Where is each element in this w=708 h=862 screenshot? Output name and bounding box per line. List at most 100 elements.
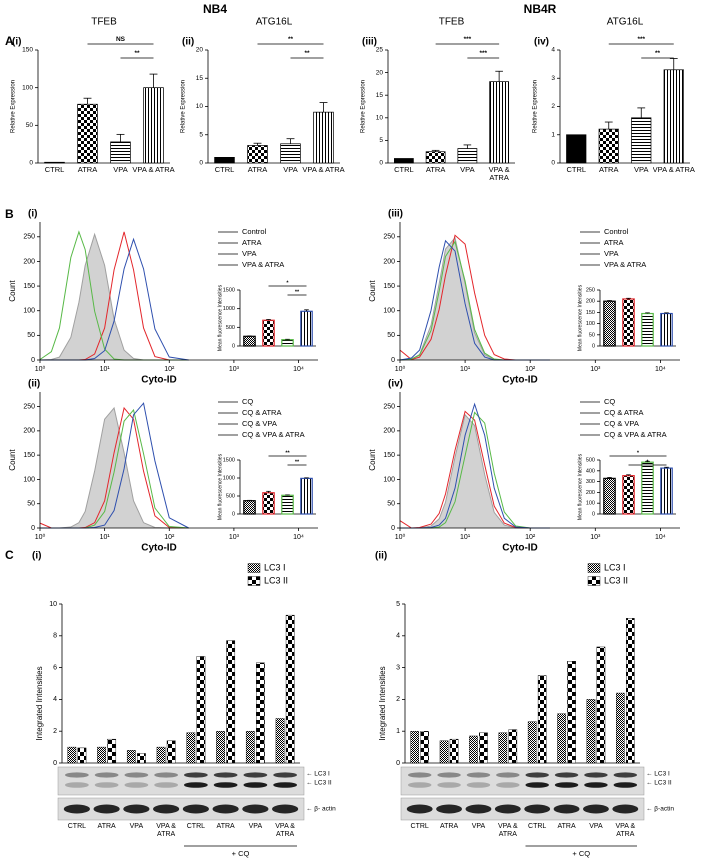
significance-label: ** xyxy=(295,459,300,465)
significance-label: NS xyxy=(116,36,126,43)
significance-label: *** xyxy=(464,36,472,43)
y-tick-label: 25 xyxy=(376,47,384,54)
legend-label: VPA & ATRA xyxy=(604,260,646,269)
legend-label: LC3 I xyxy=(264,562,286,572)
chart-title: ATG16L xyxy=(607,17,644,28)
legend-label: VPA xyxy=(242,249,256,258)
chart-title: TFEB xyxy=(439,17,465,28)
x-tick-label: VPA xyxy=(634,166,649,174)
y-axis-label: Relative Expression xyxy=(11,80,17,133)
blot-band xyxy=(213,782,238,788)
y-tick-label: 50 xyxy=(27,332,35,339)
blot-band xyxy=(584,782,608,788)
y-tick-label: 0 xyxy=(29,160,33,167)
legend-label: Control xyxy=(242,227,267,236)
legend-label: LC3 II xyxy=(604,575,628,585)
bar xyxy=(77,103,98,164)
x-tick-label-box: ATRA xyxy=(599,166,618,174)
y-tick-label: 0 xyxy=(391,525,395,532)
legend-label: Control xyxy=(604,227,629,236)
y-tick-label: 250 xyxy=(383,234,395,241)
x-tick-label: CTRL xyxy=(410,823,429,830)
blot-band xyxy=(525,772,549,778)
blot-band xyxy=(407,772,432,778)
x-tick-label-box: VPA & ATRA xyxy=(615,823,635,838)
bar xyxy=(126,750,136,764)
x-tick-label: 10³ xyxy=(590,534,601,541)
y-tick-label: 400 xyxy=(586,468,595,474)
legend-label: CQ xyxy=(604,397,615,406)
bar xyxy=(567,661,576,764)
y-tick-label: 250 xyxy=(383,403,395,410)
x-tick-label: VPA xyxy=(589,823,603,830)
bar xyxy=(622,298,635,347)
legend-label: CQ & VPA & ATRA xyxy=(242,430,305,439)
blot-band xyxy=(94,782,119,788)
y-tick-label: 100 xyxy=(586,501,595,507)
bar xyxy=(641,461,654,515)
bar xyxy=(603,300,616,347)
y-tick-label: 15 xyxy=(196,75,204,82)
blot-band xyxy=(437,782,461,788)
x-tick-label-box: VPA xyxy=(283,166,297,174)
x-tick-label-box: VPA & ATRA xyxy=(132,166,175,174)
bar xyxy=(527,721,537,764)
significance-label: ** xyxy=(134,50,140,57)
y-tick-label: 150 xyxy=(23,452,35,459)
blot-strip xyxy=(400,766,645,796)
x-tick-label: 10² xyxy=(164,366,175,373)
x-tick-label-box: ATRA xyxy=(248,166,267,174)
y-axis-label: Count xyxy=(368,280,377,302)
x-tick-label-box: VPA & ATRA xyxy=(489,166,510,182)
panel-label: (i) xyxy=(28,209,37,220)
x-tick-label: VPA & ATRA xyxy=(132,166,175,174)
y-tick-label: 2 xyxy=(396,696,400,703)
x-tick-label-box: VPA & ATRA xyxy=(302,166,344,174)
bar xyxy=(457,148,478,164)
y-tick-label: 20 xyxy=(376,69,384,76)
legend-label: CQ & VPA xyxy=(242,419,277,428)
x-tick-label: VPA xyxy=(248,823,263,830)
column-heading: NB4 xyxy=(203,2,227,16)
blot-band xyxy=(212,804,239,814)
y-tick-label: 0 xyxy=(379,160,383,167)
x-tick-label-box: ATRA xyxy=(440,823,458,830)
y-tick-label: 100 xyxy=(23,308,35,315)
bar xyxy=(660,312,673,347)
y-tick-label: 0 xyxy=(53,760,57,767)
blot-strip xyxy=(57,766,305,796)
y-axis-label: Count xyxy=(8,449,17,471)
y-tick-label: 150 xyxy=(23,283,35,290)
x-tick-label: 10¹ xyxy=(100,534,111,541)
section-label: A xyxy=(5,34,14,48)
y-tick-label: 4 xyxy=(53,696,57,703)
legend-label: CQ & VPA & ATRA xyxy=(604,430,667,439)
y-tick-label: 5 xyxy=(396,601,400,608)
y-tick-label: 2 xyxy=(551,103,555,110)
x-tick-label-box: VPA & ATRA xyxy=(497,823,518,838)
blot-label: ← LC3 I xyxy=(646,771,670,778)
y-tick-label: 500 xyxy=(226,493,235,499)
y-tick-label: 6 xyxy=(53,664,57,671)
significance-label: *** xyxy=(479,50,487,57)
x-tick-label: CTRL xyxy=(566,166,587,174)
legend-label: CQ & ATRA xyxy=(604,408,643,417)
group-label: + CQ xyxy=(232,849,250,858)
bar xyxy=(243,335,256,347)
x-tick-label: 10⁰ xyxy=(35,365,46,373)
bar xyxy=(557,713,566,764)
bar xyxy=(469,735,478,764)
blot-band xyxy=(94,772,119,778)
x-tick-label: VPA & ATRA xyxy=(497,823,518,838)
legend-label: LC3 II xyxy=(264,575,288,585)
y-tick-label: 150 xyxy=(383,452,395,459)
blot-band xyxy=(243,772,268,778)
blot-band xyxy=(153,804,180,814)
y-tick-label: 50 xyxy=(387,501,395,508)
bar xyxy=(631,117,652,164)
legend-label: VPA xyxy=(604,249,618,258)
bar xyxy=(44,161,65,164)
x-tick-label-box: CTRL xyxy=(394,166,414,174)
x-tick-label: 10¹ xyxy=(100,366,111,373)
blot-band xyxy=(154,772,179,778)
